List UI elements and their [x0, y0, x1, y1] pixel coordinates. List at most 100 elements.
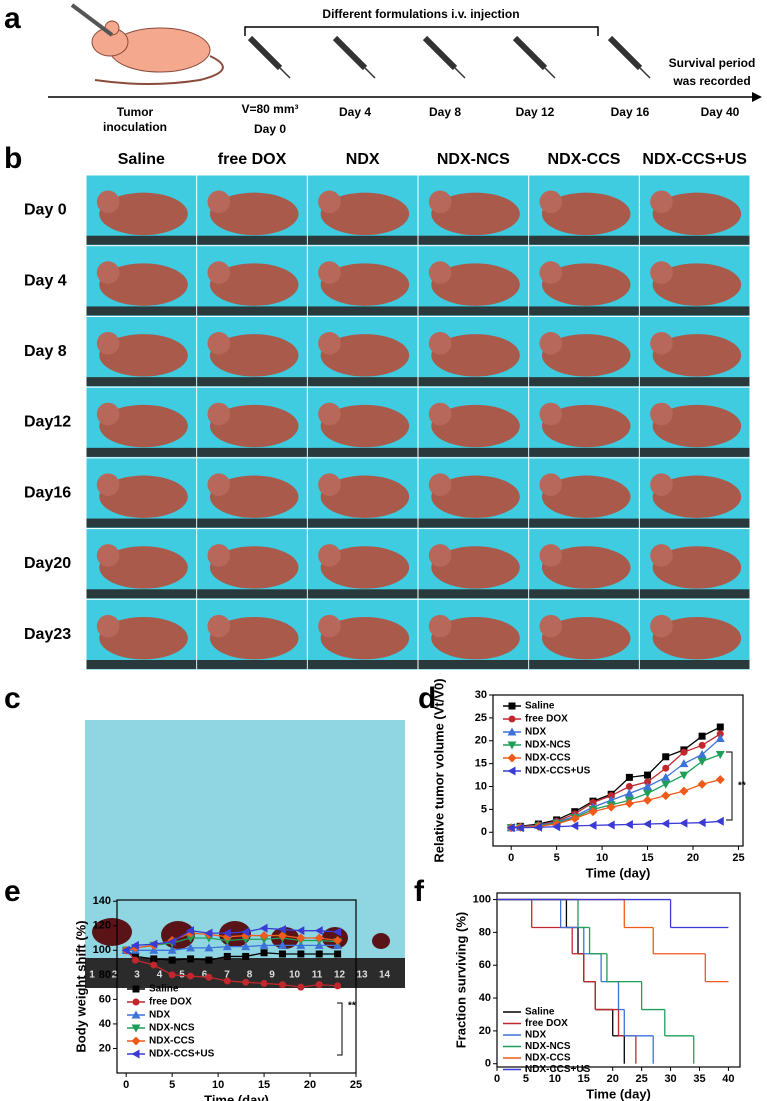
marker — [278, 981, 286, 989]
y-tick-label: 60 — [479, 959, 491, 971]
mouse — [320, 546, 410, 589]
photo-floor — [307, 589, 418, 599]
mouse — [541, 404, 631, 448]
legend-label: NDX-CCS — [149, 1036, 195, 1047]
marker — [570, 821, 579, 831]
marker — [508, 702, 516, 710]
mouse-head — [96, 331, 120, 355]
mouse — [431, 334, 520, 377]
marker — [661, 780, 671, 789]
marker — [661, 791, 671, 801]
x-tick-label: 20 — [304, 1079, 316, 1091]
mouse — [209, 546, 299, 589]
photo-floor — [197, 447, 307, 457]
photo-floor — [307, 447, 418, 457]
marker — [131, 1036, 141, 1046]
mouse-head — [428, 614, 452, 638]
photo-floor — [639, 377, 750, 387]
marker — [508, 715, 516, 723]
marker — [624, 798, 634, 808]
syringe-needle — [639, 67, 651, 79]
ruler-label: 14 — [379, 970, 391, 981]
marker — [698, 732, 706, 740]
marker — [186, 943, 196, 952]
ruler-label: 9 — [269, 970, 275, 981]
y-axis-label: Fraction surviving (%) — [453, 912, 468, 1049]
mouse-head — [318, 331, 341, 355]
mouse — [209, 616, 299, 660]
bracket — [244, 26, 599, 36]
mouse-head — [207, 544, 231, 567]
legend-label: NDX-CCS+US — [525, 1064, 591, 1075]
panel-letter: f — [414, 875, 425, 908]
x-axis-label: Time (day) — [586, 1086, 651, 1101]
y-tick-label: 20 — [475, 735, 487, 747]
ruler-label: 10 — [289, 970, 301, 981]
photo-floor — [418, 660, 529, 669]
mouse — [431, 475, 520, 518]
syringe — [512, 35, 548, 71]
marker — [223, 977, 231, 985]
mouse-head — [650, 614, 673, 638]
marker — [315, 950, 323, 958]
photo-floor — [418, 235, 529, 245]
marker — [242, 952, 250, 960]
marker — [150, 955, 158, 963]
marker — [607, 792, 615, 800]
mouse — [431, 404, 520, 448]
mouse-head — [650, 473, 673, 497]
marker — [204, 928, 213, 938]
ruler-label: 12 — [334, 970, 346, 981]
marker — [297, 950, 305, 958]
x-tick-label: 40 — [722, 1073, 734, 1085]
y-tick-label: 20 — [479, 1025, 491, 1037]
photo-floor — [529, 518, 639, 528]
panel-letter: b — [4, 142, 22, 175]
marker — [625, 783, 633, 791]
syringe-needle — [454, 67, 466, 79]
legend-label: NDX-CCS+US — [525, 766, 591, 777]
y-tick-label: 5 — [481, 803, 487, 815]
mouse-head — [318, 473, 341, 497]
mouse — [99, 192, 188, 236]
y-tick-label: 0 — [485, 1058, 491, 1070]
photo-floor — [197, 235, 307, 245]
ruler-label: 11 — [312, 970, 323, 981]
marker — [277, 931, 287, 941]
panel-letter: e — [4, 875, 21, 908]
legend-label: NDX-NCS — [525, 740, 571, 751]
y-axis-label: Body weight shift (%) — [73, 920, 88, 1052]
photo-floor — [418, 447, 529, 457]
y-tick-label: 100 — [93, 944, 111, 956]
mouse-head — [428, 190, 452, 214]
marker — [131, 956, 139, 964]
marker — [507, 741, 517, 750]
group-label: Saline — [118, 151, 165, 168]
marker — [715, 733, 725, 742]
mouse — [320, 192, 410, 236]
photo-floor — [529, 306, 639, 316]
syringe-needle — [364, 67, 376, 79]
x-tick-label: 5 — [169, 1079, 175, 1091]
marker — [186, 926, 195, 936]
y-tick-label: 40 — [479, 992, 491, 1004]
row-label: Day23 — [24, 626, 71, 643]
marker — [507, 753, 517, 763]
y-tick-label: 30 — [475, 689, 487, 701]
x-tick-label: 25 — [732, 852, 744, 864]
mouse — [652, 263, 742, 306]
ruler-label: 1 — [89, 970, 95, 981]
marker — [698, 741, 706, 749]
significance-bracket — [337, 1002, 343, 1056]
marker — [625, 773, 633, 781]
marker — [314, 926, 323, 936]
photo-floor — [197, 306, 307, 316]
marker — [260, 949, 268, 957]
photo-floor — [529, 589, 639, 599]
marker — [661, 772, 671, 781]
legend-label: Saline — [149, 984, 179, 995]
y-tick-label: 80 — [99, 969, 111, 981]
mouse — [320, 475, 410, 518]
marker — [260, 979, 268, 987]
marker — [205, 956, 213, 964]
